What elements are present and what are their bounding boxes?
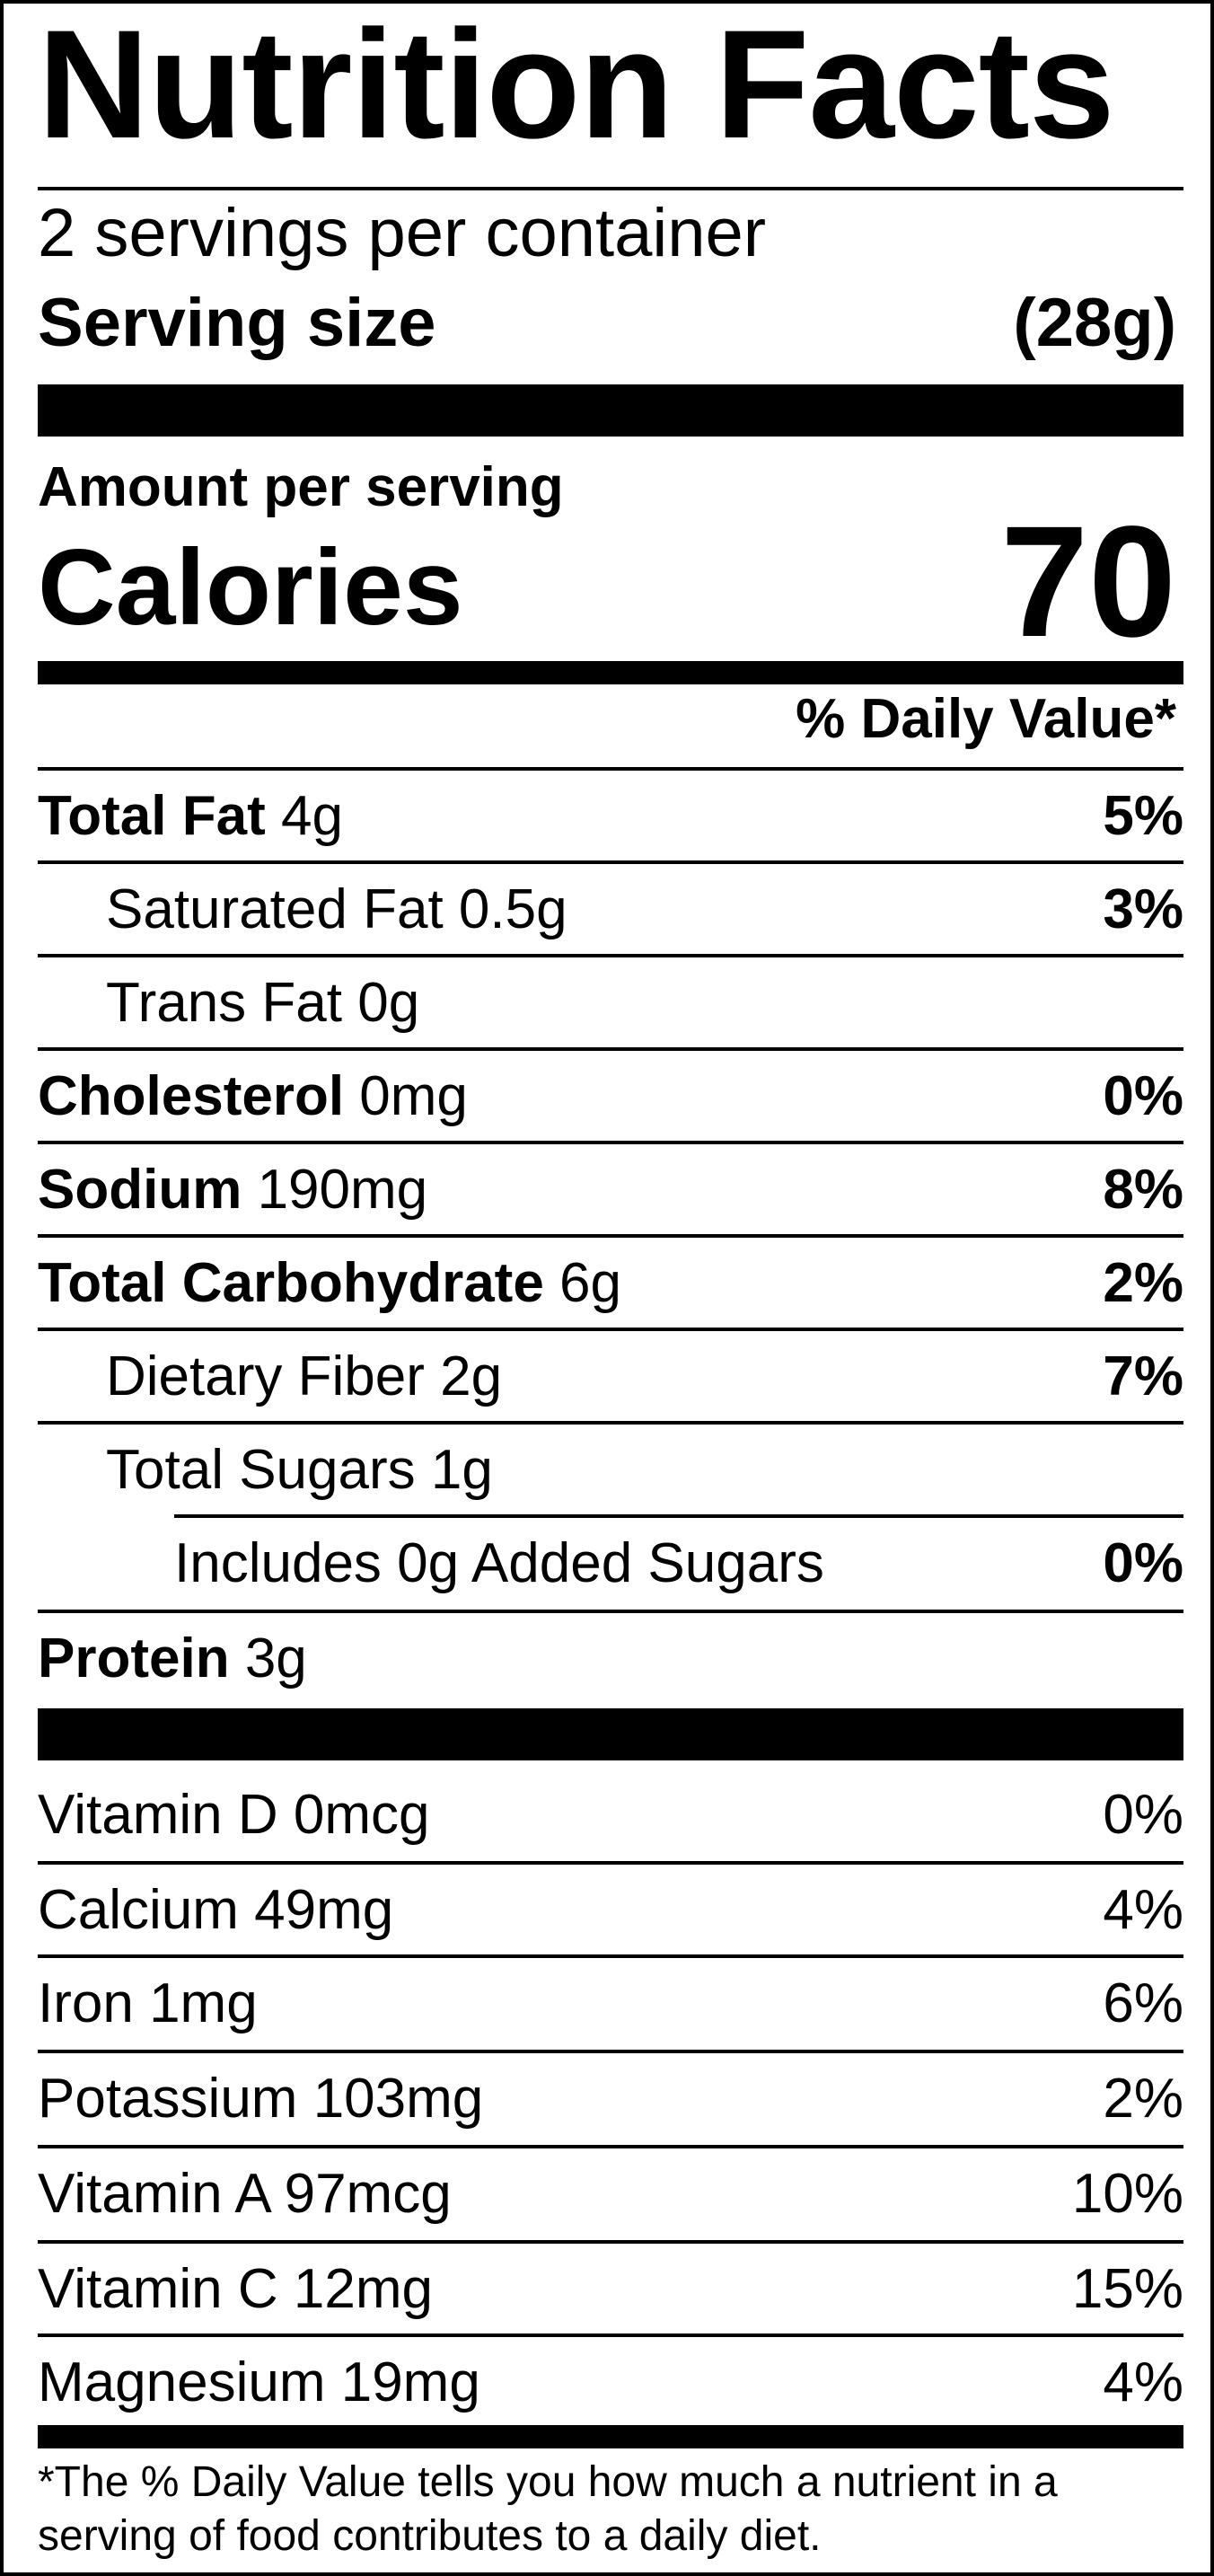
nutrient-name: Saturated Fat (106, 878, 444, 940)
nutrient-daily-value: 3% (1103, 878, 1183, 940)
nutrient-daily-value: 0% (1103, 1532, 1183, 1594)
divider-medium (38, 661, 1183, 684)
nutrient-amount: 0mg (359, 1065, 468, 1127)
vitamin-daily-value: 4% (1103, 1879, 1183, 1941)
nutrient-amount: 2g (440, 1345, 503, 1407)
nutrient-daily-value: 5% (1103, 785, 1183, 847)
vitamin-amount: 19mg (340, 2351, 480, 2413)
vitamin-name: Magnesium (38, 2351, 326, 2413)
vitamin-row-vitamin-a: Vitamin A 97mcg 10% (38, 2148, 1183, 2242)
divider-thin (38, 1954, 1183, 1958)
nutrient-row-protein: Protein 3g (38, 1613, 1183, 1707)
divider-thin (38, 2240, 1183, 2244)
footnote: *The % Daily Value tells you how much a … (38, 2458, 1058, 2560)
vitamin-name: Vitamin D (38, 1784, 278, 1846)
daily-value-header: % Daily Value* (796, 688, 1176, 750)
vitamin-name: Vitamin C (38, 2258, 278, 2320)
divider-thin (38, 1610, 1183, 1613)
servings-per-container: 2 servings per container (38, 195, 767, 271)
nutrient-amount: 1g (430, 1439, 493, 1501)
vitamin-daily-value: 10% (1071, 2163, 1183, 2225)
nutrient-row-trans-fat: Trans Fat 0g (38, 957, 1183, 1051)
vitamin-name: Vitamin A (38, 2163, 269, 2225)
nutrient-row-total-carbohydrate: Total Carbohydrate 6g 2% (38, 1238, 1183, 1331)
vitamin-amount: 103mg (312, 2068, 484, 2130)
divider-thick (38, 384, 1183, 437)
divider-thick (38, 1708, 1183, 1760)
vitamin-amount: 97mcg (284, 2163, 452, 2225)
divider-thin (38, 860, 1183, 864)
divider-thin (38, 954, 1183, 957)
divider-thin (38, 187, 1183, 190)
vitamin-name: Iron (38, 1972, 134, 2034)
nutrient-amount: 0g (357, 972, 420, 1034)
divider-thin (38, 1047, 1183, 1051)
nutrient-amount: 3g (244, 1628, 307, 1689)
vitamin-amount: 12mg (293, 2258, 433, 2320)
label-title: Nutrition Facts (38, 0, 1115, 171)
nutrient-daily-value: 8% (1103, 1159, 1183, 1221)
vitamin-daily-value: 2% (1103, 2068, 1183, 2130)
nutrient-row-total-sugars: Total Sugars 1g (38, 1425, 1183, 1518)
vitamin-daily-value: 15% (1071, 2258, 1183, 2320)
serving-size-value: (28g) (1013, 285, 1176, 361)
nutrient-daily-value: 0% (1103, 1065, 1183, 1127)
nutrient-daily-value: 7% (1103, 1345, 1183, 1407)
nutrient-row-cholesterol: Cholesterol 0mg 0% (38, 1051, 1183, 1144)
calories-value: 70 (1000, 494, 1176, 670)
vitamin-row-vitamin-c: Vitamin C 12mg 15% (38, 2244, 1183, 2337)
nutrient-amount: 4g (280, 785, 343, 847)
vitamin-name: Calcium (38, 1879, 239, 1941)
nutrient-row-sodium: Sodium 190mg 8% (38, 1144, 1183, 1238)
divider-thin-indented (174, 1514, 1183, 1518)
divider-thin (38, 767, 1183, 771)
divider-thin (38, 1861, 1183, 1865)
serving-size-label: Serving size (38, 285, 436, 361)
nutrient-name: Protein (38, 1628, 230, 1689)
vitamin-name: Potassium (38, 2068, 298, 2130)
nutrient-row-dietary-fiber: Dietary Fiber 2g 7% (38, 1331, 1183, 1425)
nutrient-name: Total Sugars (106, 1439, 416, 1501)
divider-thin (38, 2145, 1183, 2148)
divider-thin (38, 2050, 1183, 2053)
nutrient-name: Dietary Fiber (106, 1345, 425, 1407)
nutrient-name: Trans Fat (106, 972, 342, 1034)
vitamin-row-potassium: Potassium 103mg 2% (38, 2053, 1183, 2147)
divider-thin (38, 1141, 1183, 1144)
vitamin-row-vitamin-d: Vitamin D 0mcg 0% (38, 1769, 1183, 1863)
vitamin-row-magnesium: Magnesium 19mg 4% (38, 2337, 1183, 2430)
vitamin-daily-value: 0% (1103, 1784, 1183, 1846)
vitamin-daily-value: 4% (1103, 2351, 1183, 2413)
vitamin-amount: 0mcg (293, 1784, 430, 1846)
nutrient-row-total-fat: Total Fat 4g 5% (38, 771, 1183, 864)
amount-per-serving: Amount per serving (38, 456, 564, 518)
nutrient-amount: 0.5g (458, 878, 567, 940)
nutrient-name: Total Fat (38, 785, 266, 847)
vitamin-amount: 49mg (254, 1879, 394, 1941)
vitamin-row-calcium: Calcium 49mg 4% (38, 1865, 1183, 1958)
nutrient-row-added-sugars: Includes 0g Added Sugars 0% (38, 1518, 1183, 1611)
divider-medium (38, 2425, 1183, 2448)
divider-thin (38, 1421, 1183, 1425)
vitamin-row-iron: Iron 1mg 6% (38, 1958, 1183, 2051)
nutrient-amount: 190mg (257, 1159, 428, 1221)
nutrient-amount: 6g (559, 1252, 622, 1314)
vitamin-amount: 1mg (149, 1972, 258, 2034)
nutrient-name: Total Carbohydrate (38, 1252, 544, 1314)
nutrient-name: Cholesterol (38, 1065, 345, 1127)
nutrient-name: Includes 0g Added Sugars (174, 1532, 824, 1594)
divider-thin (38, 1234, 1183, 1238)
nutrient-name: Sodium (38, 1159, 242, 1221)
divider-thin (38, 2333, 1183, 2337)
divider-thin (38, 1328, 1183, 1331)
calories-label: Calories (38, 527, 463, 648)
nutrient-row-saturated-fat: Saturated Fat 0.5g 3% (38, 864, 1183, 957)
nutrient-daily-value: 2% (1103, 1252, 1183, 1314)
vitamin-daily-value: 6% (1103, 1972, 1183, 2034)
